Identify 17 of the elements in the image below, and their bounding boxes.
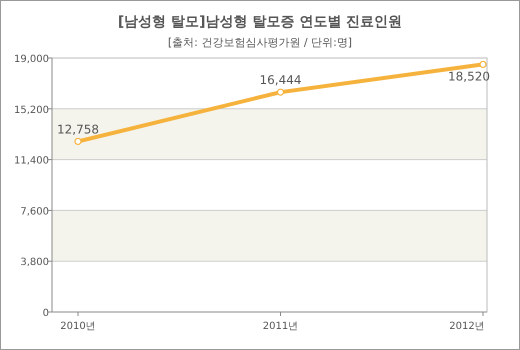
y-tick-label: 3,800 <box>20 257 49 268</box>
x-tick-label: 2012년 <box>449 321 485 332</box>
y-tick-label: 7,600 <box>20 206 49 218</box>
y-tick-label: 19,000 <box>14 54 49 65</box>
data-label: 12,758 <box>57 122 99 136</box>
x-tick-label: 2010년 <box>60 321 96 332</box>
data-label: 18,520 <box>448 69 490 84</box>
point <box>74 138 82 146</box>
point <box>276 88 284 96</box>
chart-subtitle: [출처: 건강보험심사평가원 / 단위:명] <box>168 36 352 49</box>
point <box>479 60 487 68</box>
y-tick-label: 11,400 <box>14 156 49 167</box>
x-tick-label: 2011년 <box>262 321 298 332</box>
y-tick-label: 15,200 <box>14 104 49 116</box>
chart-title: [남성형 탈모]남성형 탈모증 연도별 진료인원 <box>118 14 402 30</box>
data-label: 16,444 <box>260 73 302 88</box>
y-tick-label: 0 <box>42 308 49 319</box>
